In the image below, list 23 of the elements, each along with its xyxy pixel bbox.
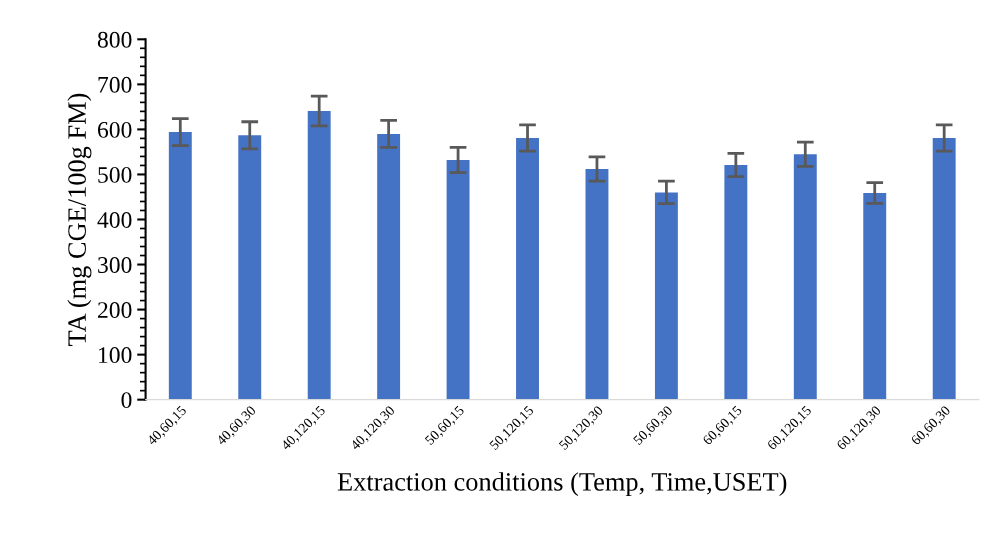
- y-tick-label: 200: [98, 302, 132, 319]
- y-tick-label: 800: [97, 31, 132, 48]
- bar: [932, 137, 956, 400]
- bar: [724, 164, 748, 400]
- bar: [793, 154, 817, 400]
- y-tick-label: 300: [98, 257, 132, 273]
- bar: [168, 132, 192, 400]
- y-tick-label: 400: [97, 211, 132, 228]
- x-axis-title: Extraction conditions (Temp, Time,USET): [337, 472, 787, 497]
- y-tick-label: 600: [97, 121, 132, 138]
- bar: [307, 110, 331, 400]
- bar: [863, 192, 887, 400]
- bar: [654, 192, 678, 400]
- bar: [585, 169, 609, 400]
- y-tick-label: 500: [98, 166, 132, 183]
- y-axis-title: TA (mg CGE/100g FM): [67, 93, 92, 346]
- y-tick-label: 100: [99, 347, 132, 364]
- y-tick-label: 700: [98, 76, 132, 93]
- bar: [377, 133, 401, 400]
- bar: [446, 160, 470, 400]
- bar: [516, 137, 539, 400]
- bar: [238, 135, 262, 400]
- y-tick-label: 0: [121, 392, 132, 409]
